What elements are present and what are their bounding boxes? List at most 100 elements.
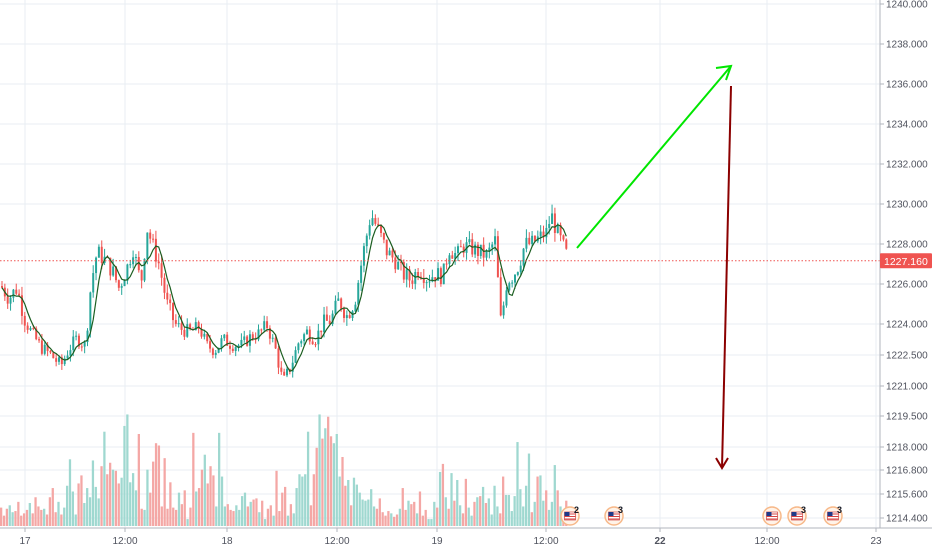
price-tick-label: 1228.000 bbox=[886, 240, 928, 251]
time-tick-label: 17 bbox=[19, 536, 31, 547]
volume-bar bbox=[249, 501, 252, 526]
volume-bar bbox=[344, 485, 347, 526]
economic-event-marker[interactable]: 3 bbox=[604, 505, 624, 526]
volume-bar bbox=[522, 506, 525, 526]
volume-bar bbox=[550, 501, 554, 526]
candle bbox=[154, 230, 157, 268]
volume-bar bbox=[358, 492, 361, 526]
candle-body bbox=[305, 329, 308, 335]
candle-body bbox=[499, 277, 502, 316]
candle bbox=[43, 341, 46, 356]
candle bbox=[380, 224, 383, 238]
candle-body bbox=[431, 277, 434, 282]
volume-bar bbox=[352, 477, 356, 526]
arrow-shaft[interactable] bbox=[721, 85, 732, 469]
candle bbox=[140, 269, 143, 289]
candle-body bbox=[186, 324, 189, 337]
candle bbox=[491, 241, 494, 255]
bearish-projection-arrow[interactable] bbox=[715, 85, 732, 470]
candle-body bbox=[360, 265, 363, 283]
time-tick-label: 18 bbox=[221, 536, 233, 547]
price-axis[interactable]: 1240.000 1238.000 1236.000 1234.000 1232.000… bbox=[880, 0, 928, 525]
volume-bar bbox=[269, 505, 272, 526]
candle bbox=[286, 366, 288, 378]
candle bbox=[80, 343, 83, 352]
volume-bar bbox=[226, 504, 229, 526]
candle-body bbox=[496, 236, 499, 278]
volume-bar bbox=[306, 431, 310, 526]
volume-bar bbox=[40, 509, 43, 526]
volume-bar bbox=[203, 454, 206, 526]
volume-bar bbox=[143, 509, 146, 526]
economic-event-marker[interactable]: 3 bbox=[823, 505, 843, 526]
economic-events[interactable]: 2 3 3 3 bbox=[560, 505, 843, 526]
candle bbox=[112, 258, 115, 277]
candle bbox=[531, 231, 534, 247]
candle-body bbox=[140, 270, 143, 281]
volume-bar bbox=[160, 506, 163, 526]
price-tick-label: 1238.000 bbox=[886, 40, 928, 51]
volume-bar bbox=[57, 501, 60, 526]
candle bbox=[479, 244, 482, 259]
volume-bar bbox=[195, 491, 198, 526]
volume-bar bbox=[315, 447, 318, 526]
candle bbox=[345, 310, 348, 326]
candle-body bbox=[439, 268, 442, 285]
volume-bar bbox=[304, 474, 307, 526]
candle bbox=[100, 240, 103, 270]
candle bbox=[371, 210, 374, 227]
candle-body bbox=[117, 280, 120, 288]
candle-body bbox=[374, 218, 377, 224]
candle-body bbox=[109, 257, 112, 276]
drawings[interactable] bbox=[576, 64, 733, 470]
candle-body bbox=[63, 358, 66, 365]
volume-bar bbox=[539, 475, 542, 526]
volume-bar bbox=[487, 498, 490, 526]
candle-body bbox=[414, 272, 417, 284]
price-tick-label: 1215.600 bbox=[886, 490, 928, 501]
candle-body bbox=[183, 329, 186, 337]
volume-bar bbox=[278, 511, 281, 526]
candle bbox=[325, 306, 328, 321]
candle-body bbox=[345, 315, 348, 318]
volume-bar bbox=[301, 476, 304, 526]
candle-body bbox=[533, 235, 536, 242]
candle-body bbox=[419, 276, 422, 278]
candle-body bbox=[511, 282, 514, 284]
candle-body bbox=[89, 292, 92, 331]
candle bbox=[402, 259, 405, 283]
economic-event-marker[interactable]: 3 bbox=[787, 505, 807, 526]
candle-body bbox=[314, 344, 317, 346]
volume-bar bbox=[562, 521, 565, 526]
volume-bar bbox=[404, 509, 407, 526]
candle-body bbox=[274, 337, 277, 349]
volume-bar bbox=[22, 513, 26, 526]
volume-bar bbox=[375, 508, 379, 526]
time-axis[interactable]: 17 12:00 18 12:00 19 12:00 22 12:00 23 bbox=[19, 528, 882, 547]
candle bbox=[474, 241, 477, 258]
candle-body bbox=[46, 344, 49, 351]
candle bbox=[368, 219, 371, 240]
candle-body bbox=[539, 231, 542, 237]
bullish-projection-arrow[interactable] bbox=[576, 64, 733, 249]
candle bbox=[86, 328, 89, 347]
volume-bar bbox=[111, 469, 115, 526]
candle bbox=[60, 354, 63, 370]
volume-bar bbox=[401, 488, 404, 526]
candle-body bbox=[505, 290, 508, 306]
arrow-shaft[interactable] bbox=[576, 65, 732, 249]
economic-event-marker[interactable]: 2 bbox=[560, 505, 580, 526]
candle bbox=[331, 310, 334, 327]
candle-body bbox=[263, 321, 266, 330]
candle-body bbox=[553, 213, 556, 233]
candle bbox=[323, 306, 326, 338]
volume-bar bbox=[499, 513, 502, 526]
volume-bar bbox=[481, 486, 485, 526]
volume-bar bbox=[484, 503, 488, 526]
volume-bar bbox=[94, 486, 97, 526]
volume-bar bbox=[137, 434, 140, 526]
economic-event-marker[interactable] bbox=[762, 506, 782, 526]
volume-bar bbox=[149, 492, 152, 526]
